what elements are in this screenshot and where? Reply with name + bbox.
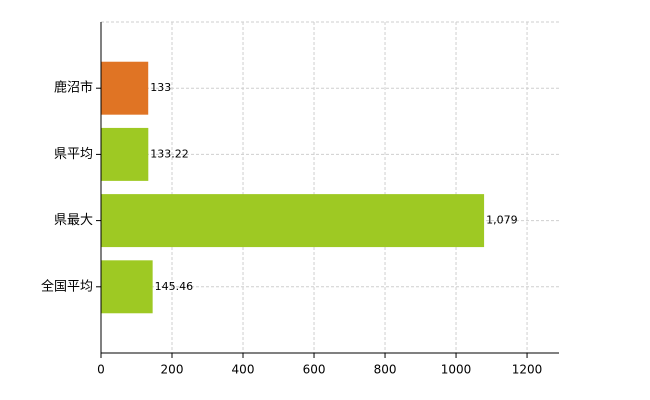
x-tick-label: 400 xyxy=(232,363,255,377)
value-label: 1,079 xyxy=(486,214,517,227)
value-label: 133.22 xyxy=(150,147,189,160)
y-tick-label: 県平均 xyxy=(54,147,93,162)
bar xyxy=(101,127,149,181)
y-tick-label: 鹿沼市 xyxy=(54,80,93,96)
y-tick-label: 全国平均 xyxy=(41,278,93,294)
bar xyxy=(101,61,149,115)
y-tick-label: 県最大 xyxy=(54,213,93,228)
x-tick-label: 1000 xyxy=(441,363,472,377)
x-tick-label: 0 xyxy=(97,363,105,377)
value-label: 133 xyxy=(150,81,171,94)
x-tick-label: 200 xyxy=(161,363,184,377)
bar xyxy=(101,194,485,248)
bar xyxy=(101,260,153,314)
x-tick-label: 600 xyxy=(303,363,326,377)
value-label: 145.46 xyxy=(155,280,194,293)
x-tick-label: 800 xyxy=(374,363,397,377)
x-tick-label: 1200 xyxy=(512,363,543,377)
